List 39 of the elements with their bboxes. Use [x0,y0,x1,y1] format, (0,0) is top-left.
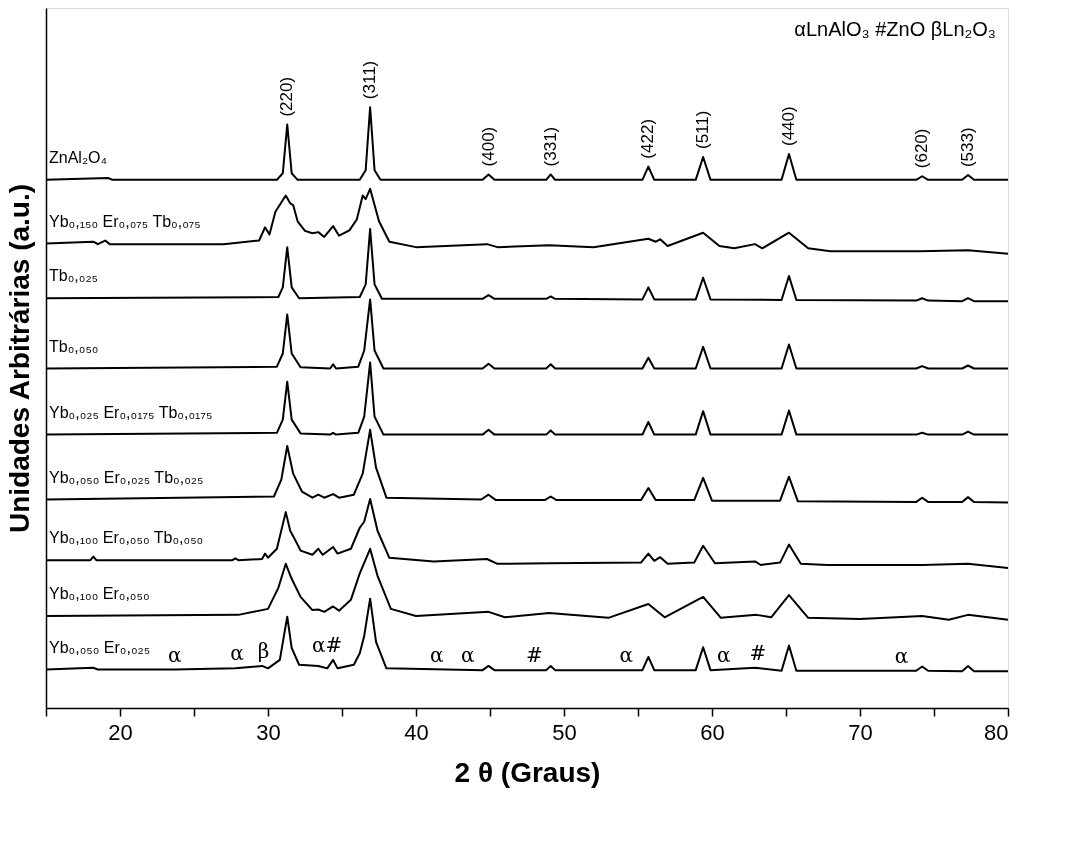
annotation: (220) [277,76,297,117]
annotation: (422) [638,118,658,159]
x-tick-label: 80 [984,719,1009,745]
annotation: (533) [958,127,978,168]
annotation: # [526,643,543,668]
annotation: α [429,643,444,668]
annotation: α [168,642,182,667]
series-label: Yb₀,₀₅₀ Er₀,₀₂₅ [49,638,151,656]
series-label: Yb₀,₀₂₅ Er₀,₀₁₇₅ Tb₀,₀₁₇₅ [49,403,213,421]
y-axis-title: Unidades Arbitrárias (a.u.) [3,183,35,534]
annotation: (311) [360,60,380,100]
x-tick-label: 30 [256,719,281,745]
annotation: α [717,643,731,668]
annotation: α# [312,632,343,657]
annotation: α [461,643,475,668]
series-label: Tb₀,₀₅₀ [49,337,99,355]
annotation: β [257,638,270,663]
annotation: (400) [478,126,498,167]
x-tick-label: 20 [108,719,133,745]
annotation: # [749,640,767,665]
annotation: α [619,643,633,668]
text: αLnAlO₃ #ZnO βLn₂O₃ [794,18,996,40]
series-label: Yb₀,₀₅₀ Er₀,₀₂₅ Tb₀,₀₂₅ [49,468,204,486]
x-tick-label: 50 [552,719,577,745]
series-label: Yb₀,₁₅₀ Er₀,₀₇₅ Tb₀,₀₇₅ [49,212,201,230]
series-label: Yb₀,₁₀₀ Er₀,₀₅₀ Tb₀,₀₅₀ [49,529,204,547]
series-label: Tb₀,₀₂₅ [49,267,99,285]
annotation: (440) [778,106,798,147]
annotation: α [230,641,244,666]
x-axis-title: 2 θ (Graus) [454,756,601,788]
annotation: (331) [540,126,560,167]
x-tick-label: 70 [848,719,873,745]
series-label: Yb₀,₁₀₀ Er₀,₀₅₀ [49,585,150,603]
series-label: ZnAl₂O₄ [49,148,108,166]
annotation: (620) [912,128,932,169]
annotation: α [894,643,909,668]
annotation: (511) [693,110,713,150]
x-tick-label: 60 [700,719,725,745]
x-tick-label: 40 [404,719,429,745]
